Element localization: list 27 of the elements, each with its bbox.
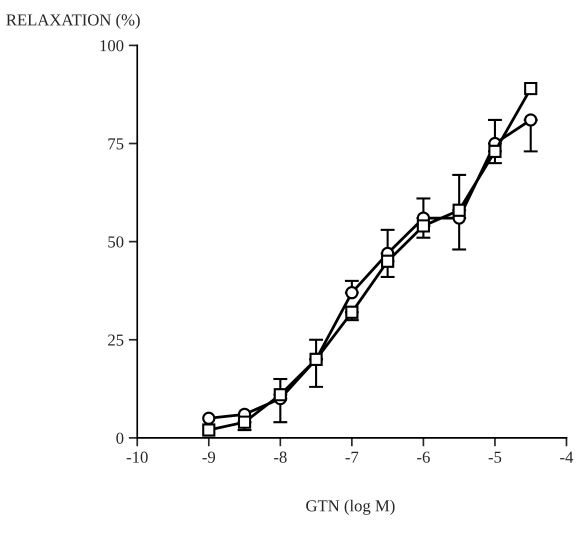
x-tick-label: -8 xyxy=(274,452,287,463)
point xyxy=(274,388,287,402)
point xyxy=(416,219,430,233)
y-tick-label: 100 xyxy=(100,40,124,52)
point xyxy=(488,144,502,158)
point xyxy=(452,204,466,217)
point xyxy=(524,113,538,127)
point xyxy=(524,82,538,96)
x-tick-label: -6 xyxy=(417,452,430,463)
y-tick-label: 75 xyxy=(108,138,124,150)
x-tick-label: -10 xyxy=(126,452,148,463)
x-axis-title: GTN (log M) xyxy=(306,500,395,515)
point xyxy=(381,254,394,268)
x-tick-label: -5 xyxy=(488,452,502,463)
x-tick-label: -7 xyxy=(346,452,358,463)
point xyxy=(202,423,216,437)
y-tick-label: 0 xyxy=(116,432,124,444)
y-tick-label: 25 xyxy=(108,334,124,346)
y-tick-label: 50 xyxy=(108,236,124,248)
point xyxy=(309,352,323,366)
x-tick-label: -9 xyxy=(202,452,216,463)
x-tick-label: -4 xyxy=(560,452,574,463)
point xyxy=(202,412,216,425)
point xyxy=(238,416,252,429)
y-axis-title: RELAXATION (%) xyxy=(6,14,140,29)
point xyxy=(345,306,358,319)
point xyxy=(345,286,358,300)
